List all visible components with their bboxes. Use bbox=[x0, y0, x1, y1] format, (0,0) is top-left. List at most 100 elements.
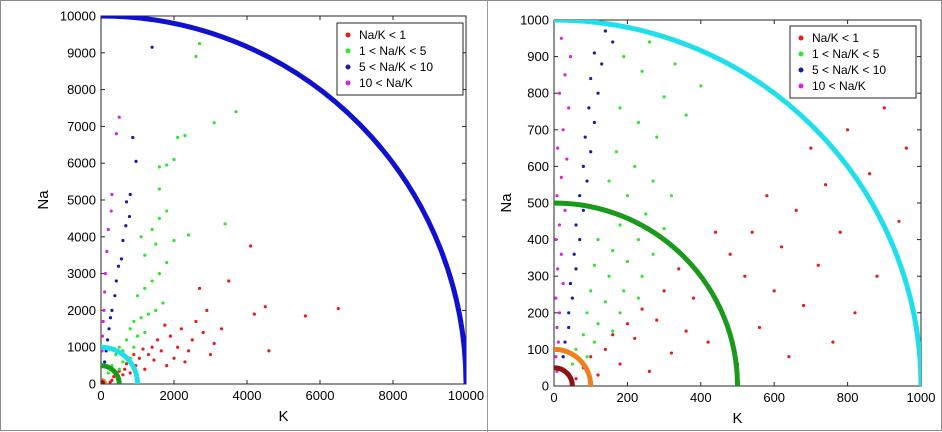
data-point bbox=[227, 279, 231, 283]
y-tick-label: 4000 bbox=[67, 229, 96, 244]
data-point bbox=[252, 312, 256, 316]
data-point bbox=[567, 106, 571, 110]
data-point bbox=[108, 380, 112, 384]
legend-marker bbox=[798, 35, 804, 41]
data-point bbox=[137, 356, 141, 360]
data-point bbox=[611, 248, 615, 253]
y-tick-label: 400 bbox=[527, 232, 549, 247]
x-tick-label: 1000 bbox=[907, 390, 936, 405]
data-point bbox=[183, 360, 187, 364]
data-point bbox=[853, 311, 857, 315]
data-point bbox=[570, 296, 574, 300]
data-point bbox=[559, 175, 563, 179]
data-point bbox=[592, 51, 596, 55]
x-tick-label: 6000 bbox=[306, 388, 335, 403]
data-point bbox=[603, 300, 607, 304]
panel-divider bbox=[487, 1, 488, 432]
data-point bbox=[190, 338, 194, 342]
data-point bbox=[101, 349, 104, 353]
data-point bbox=[161, 301, 165, 305]
data-point bbox=[636, 296, 641, 300]
legend-label: Na/K < 1 bbox=[812, 31, 859, 45]
data-point bbox=[165, 260, 169, 265]
data-point bbox=[103, 360, 107, 364]
data-point bbox=[555, 325, 559, 330]
data-point bbox=[565, 157, 569, 161]
data-point bbox=[618, 223, 622, 227]
legend: Na/K < 1 1 < Na/K < 5 5 < Na/K < 10 10 < Na… bbox=[336, 22, 464, 96]
data-point bbox=[168, 334, 172, 338]
data-point bbox=[194, 54, 198, 59]
data-point bbox=[157, 216, 161, 220]
data-point bbox=[592, 340, 596, 344]
data-point bbox=[201, 330, 205, 335]
data-point bbox=[563, 340, 567, 344]
data-point bbox=[669, 194, 674, 198]
quarter-circle-arc bbox=[101, 16, 466, 384]
data-point bbox=[868, 172, 872, 176]
data-point bbox=[121, 238, 125, 243]
data-point bbox=[121, 373, 125, 377]
data-point bbox=[589, 76, 593, 81]
data-point bbox=[152, 358, 156, 362]
data-point bbox=[194, 319, 198, 324]
data-point bbox=[143, 286, 147, 290]
data-point bbox=[574, 223, 578, 227]
y-tick-label: 0 bbox=[89, 377, 96, 392]
data-point bbox=[567, 325, 571, 330]
legend-marker bbox=[798, 67, 804, 73]
quarter-circle-arc bbox=[101, 379, 106, 384]
data-point bbox=[651, 179, 655, 183]
data-point bbox=[187, 349, 191, 353]
data-point bbox=[165, 364, 169, 368]
data-point bbox=[205, 308, 209, 312]
y-tick-label: 500 bbox=[527, 196, 549, 211]
data-point bbox=[110, 308, 114, 312]
x-tick-label: 8000 bbox=[379, 388, 408, 403]
data-point bbox=[838, 230, 842, 234]
legend-marker bbox=[345, 64, 351, 70]
series-3 bbox=[561, 29, 615, 359]
data-point bbox=[583, 135, 587, 139]
data-point bbox=[699, 84, 703, 88]
x-tick-label: 2000 bbox=[160, 388, 189, 403]
data-point bbox=[713, 230, 718, 234]
x-axis-label: K bbox=[278, 408, 288, 425]
data-point bbox=[662, 95, 666, 99]
legend-label: 1 < Na/K < 5 bbox=[812, 47, 880, 61]
x-tick-label: 400 bbox=[690, 390, 712, 405]
data-point bbox=[172, 356, 176, 360]
data-point bbox=[303, 314, 307, 318]
data-point bbox=[691, 296, 696, 300]
data-point bbox=[121, 360, 125, 364]
data-point bbox=[636, 238, 641, 242]
data-point bbox=[570, 362, 574, 366]
data-point bbox=[622, 55, 626, 59]
data-point bbox=[684, 113, 688, 117]
y-tick-label: 200 bbox=[527, 305, 549, 320]
quarter-circle-arc bbox=[554, 365, 575, 386]
y-axis-label: Na bbox=[498, 193, 515, 213]
legend-marker bbox=[345, 32, 351, 38]
data-point bbox=[157, 165, 161, 169]
data-point bbox=[141, 347, 145, 351]
data-point bbox=[172, 238, 176, 243]
data-point bbox=[176, 135, 180, 140]
legend-marker bbox=[798, 83, 804, 89]
data-point bbox=[574, 347, 578, 351]
data-point bbox=[561, 128, 565, 132]
y-tick-label: 2000 bbox=[67, 303, 96, 318]
data-point bbox=[146, 352, 151, 357]
data-point bbox=[618, 311, 622, 315]
data-point bbox=[846, 128, 850, 132]
data-point bbox=[103, 272, 107, 276]
data-point bbox=[587, 106, 591, 110]
series-2 bbox=[106, 42, 238, 375]
data-point bbox=[117, 345, 121, 349]
data-point bbox=[904, 146, 908, 150]
data-point bbox=[581, 333, 585, 337]
data-point bbox=[625, 322, 630, 326]
data-point bbox=[157, 272, 161, 276]
data-point bbox=[131, 135, 135, 140]
